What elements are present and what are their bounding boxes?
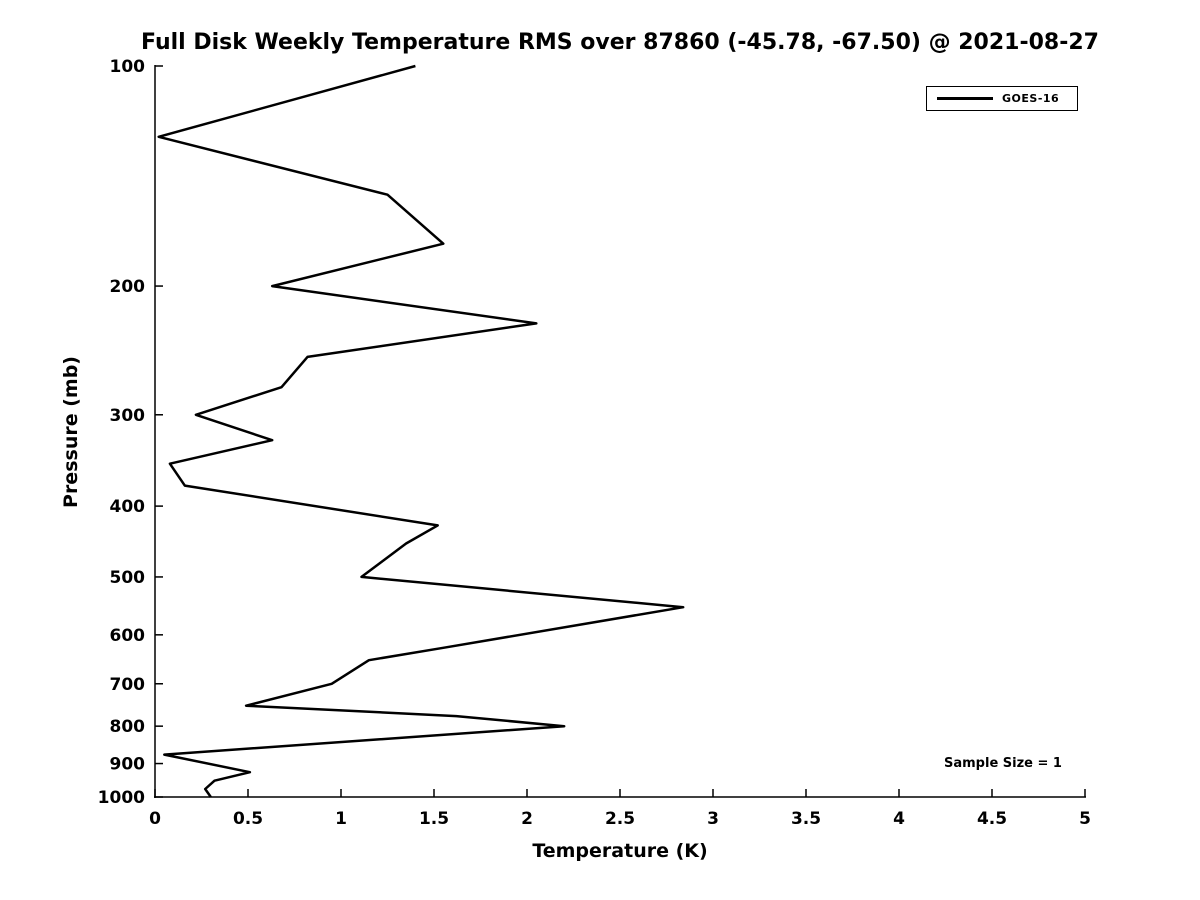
y-tick-label: 700: [110, 675, 146, 695]
x-tick-label: 0.5: [233, 809, 263, 829]
y-tick-label: 200: [110, 277, 146, 297]
sample-size-annotation: Sample Size = 1: [944, 756, 1062, 771]
y-tick-label: 300: [110, 406, 146, 426]
x-tick-label: 5: [1079, 809, 1091, 829]
y-tick-label: 900: [110, 755, 146, 775]
y-tick-label: 800: [110, 717, 146, 737]
x-axis-label: Temperature (K): [532, 840, 708, 862]
legend-line-sample: [937, 97, 993, 100]
legend-label: GOES-16: [1002, 92, 1060, 105]
chart-title: Full Disk Weekly Temperature RMS over 87…: [141, 30, 1099, 55]
y-tick-label: 100: [110, 57, 146, 77]
x-tick-label: 2.5: [605, 809, 635, 829]
x-tick-label: 3.5: [791, 809, 821, 829]
y-tick-label: 1000: [98, 788, 145, 808]
x-tick-label: 1.5: [419, 809, 449, 829]
x-tick-label: 1: [335, 809, 347, 829]
legend: GOES-16: [926, 86, 1078, 111]
x-tick-label: 4: [893, 809, 905, 829]
x-tick-label: 2: [521, 809, 533, 829]
y-tick-label: 500: [110, 568, 146, 588]
x-tick-label: 4.5: [977, 809, 1007, 829]
series-line-goes-16: [157, 64, 685, 798]
x-tick-label: 3: [707, 809, 719, 829]
x-tick-label: 0: [149, 809, 161, 829]
y-tick-label: 400: [110, 497, 146, 517]
y-tick-label: 600: [110, 626, 146, 646]
